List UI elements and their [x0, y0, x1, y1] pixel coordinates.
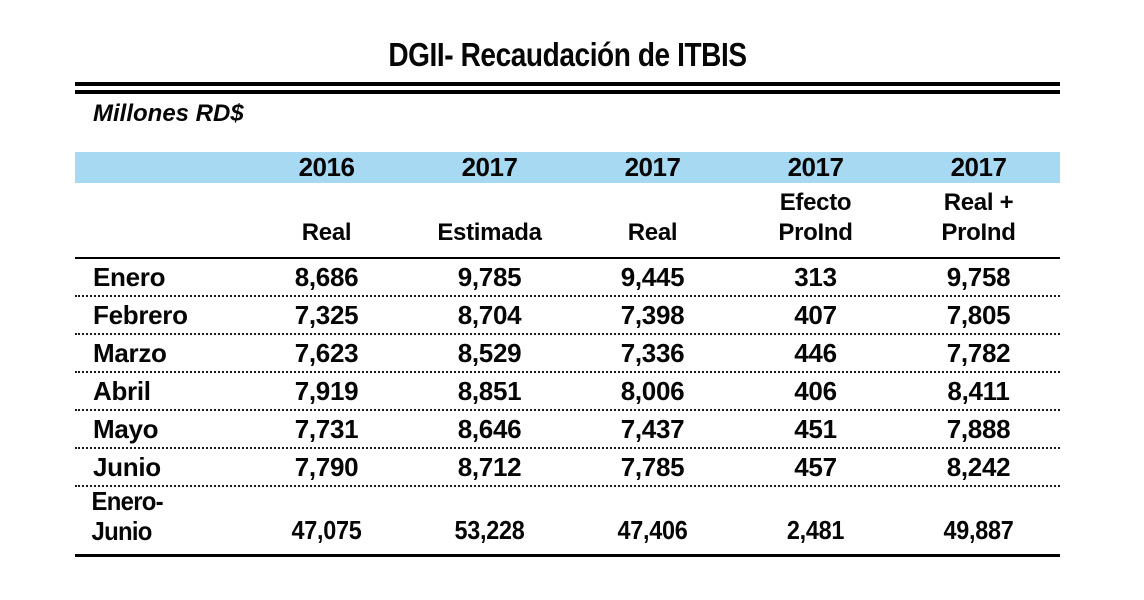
total-row-enero-junio: Enero- Junio 47,075 53,228 47,406 2,481 …: [75, 486, 1060, 557]
value-cell: 7,398: [620, 299, 685, 330]
value-cell: 8,646: [457, 413, 522, 444]
value-cell: 446: [794, 337, 837, 368]
measure-top: Real +: [943, 189, 1014, 216]
month-label: Abril: [93, 375, 151, 406]
total-label: Enero- Junio: [75, 486, 231, 555]
value-cell: 8,704: [457, 299, 522, 330]
year-header-2016-real: 2016: [298, 152, 355, 182]
month-label: Enero: [93, 261, 166, 292]
double-rule: [75, 82, 1060, 94]
table-row-febrero: Febrero 7,325 8,704 7,398 407 7,805: [75, 297, 1060, 335]
total-label-line1: Enero-: [91, 486, 164, 516]
table-row-marzo: Marzo 7,623 8,529 7,336 446 7,782: [75, 335, 1060, 373]
measure-bottom: Estimada: [437, 219, 542, 246]
value-cell: 7,919: [294, 375, 359, 406]
measure-header-real-2016: Real: [245, 218, 408, 257]
year-header-2017-real: 2017: [624, 152, 681, 182]
measure-bottom: Real: [627, 219, 678, 246]
table-row-enero: Enero 8,686 9,785 9,445 313 9,758: [75, 259, 1060, 297]
value-cell: 407: [794, 299, 837, 330]
year-header-2017-realproind: 2017: [950, 152, 1007, 182]
total-label-line2: Junio: [91, 515, 153, 546]
month-label: Marzo: [93, 337, 167, 368]
value-cell: 7,805: [946, 299, 1011, 330]
value-cell: 406: [794, 375, 837, 406]
value-cell: 7,336: [620, 337, 685, 368]
value-cell: 7,623: [294, 337, 359, 368]
value-cell: 7,888: [946, 413, 1011, 444]
measure-bottom: ProInd: [778, 219, 853, 246]
value-cell: 7,325: [294, 299, 359, 330]
value-cell: 457: [794, 451, 837, 482]
page-title: DGII- Recaudación de ITBIS: [388, 36, 747, 73]
measure-header-efecto-proind: Efecto ProInd: [734, 188, 897, 257]
total-value-cell: 47,075: [291, 514, 362, 545]
value-cell: 8,006: [620, 375, 685, 406]
measure-header-real-plus-proind: Real + ProInd: [897, 188, 1060, 257]
total-value-cell: 47,406: [617, 514, 688, 545]
total-value-cell: 49,887: [943, 514, 1014, 545]
year-header-2017-estimada: 2017: [461, 152, 518, 182]
value-cell: 9,445: [620, 261, 685, 292]
measure-header-real-2017: Real: [571, 218, 734, 257]
month-label: Febrero: [93, 299, 188, 330]
measure-header-row: Real Estimada Real Efecto ProInd Real + …: [75, 183, 1060, 259]
year-header-2017-efecto: 2017: [787, 152, 844, 182]
value-cell: 8,851: [457, 375, 522, 406]
table-body: Enero 8,686 9,785 9,445 313 9,758 Febrer…: [75, 259, 1060, 557]
month-label: Junio: [93, 451, 161, 482]
value-cell: 313: [794, 261, 837, 292]
units-label: Millones RD$: [93, 100, 244, 127]
value-cell: 7,785: [620, 451, 685, 482]
table-sheet: DGII- Recaudación de ITBIS Millones RD$ …: [75, 0, 1060, 557]
measure-bottom: ProInd: [941, 219, 1016, 246]
value-cell: 8,411: [947, 375, 1010, 406]
total-value-cell: 53,228: [454, 514, 525, 545]
measure-top: Efecto: [779, 189, 852, 216]
measure-header-estimada: Estimada: [408, 218, 571, 257]
value-cell: 8,242: [946, 451, 1011, 482]
value-cell: 9,785: [457, 261, 522, 292]
year-header-row: 2016 2017 2017 2017 2017: [75, 152, 1060, 183]
month-label: Mayo: [93, 413, 159, 444]
value-cell: 7,782: [946, 337, 1011, 368]
table-row-junio: Junio 7,790 8,712 7,785 457 8,242: [75, 449, 1060, 487]
value-cell: 451: [794, 413, 837, 444]
value-cell: 7,790: [294, 451, 359, 482]
table-row-mayo: Mayo 7,731 8,646 7,437 451 7,888: [75, 411, 1060, 449]
value-cell: 9,758: [946, 261, 1011, 292]
total-value-cell: 2,481: [786, 514, 845, 545]
value-cell: 7,437: [620, 413, 685, 444]
value-cell: 8,529: [457, 337, 522, 368]
value-cell: 7,731: [294, 413, 359, 444]
value-cell: 8,686: [294, 261, 359, 292]
value-cell: 8,712: [457, 451, 522, 482]
table-row-abril: Abril 7,919 8,851 8,006 406 8,411: [75, 373, 1060, 411]
measure-bottom: Real: [301, 219, 352, 246]
